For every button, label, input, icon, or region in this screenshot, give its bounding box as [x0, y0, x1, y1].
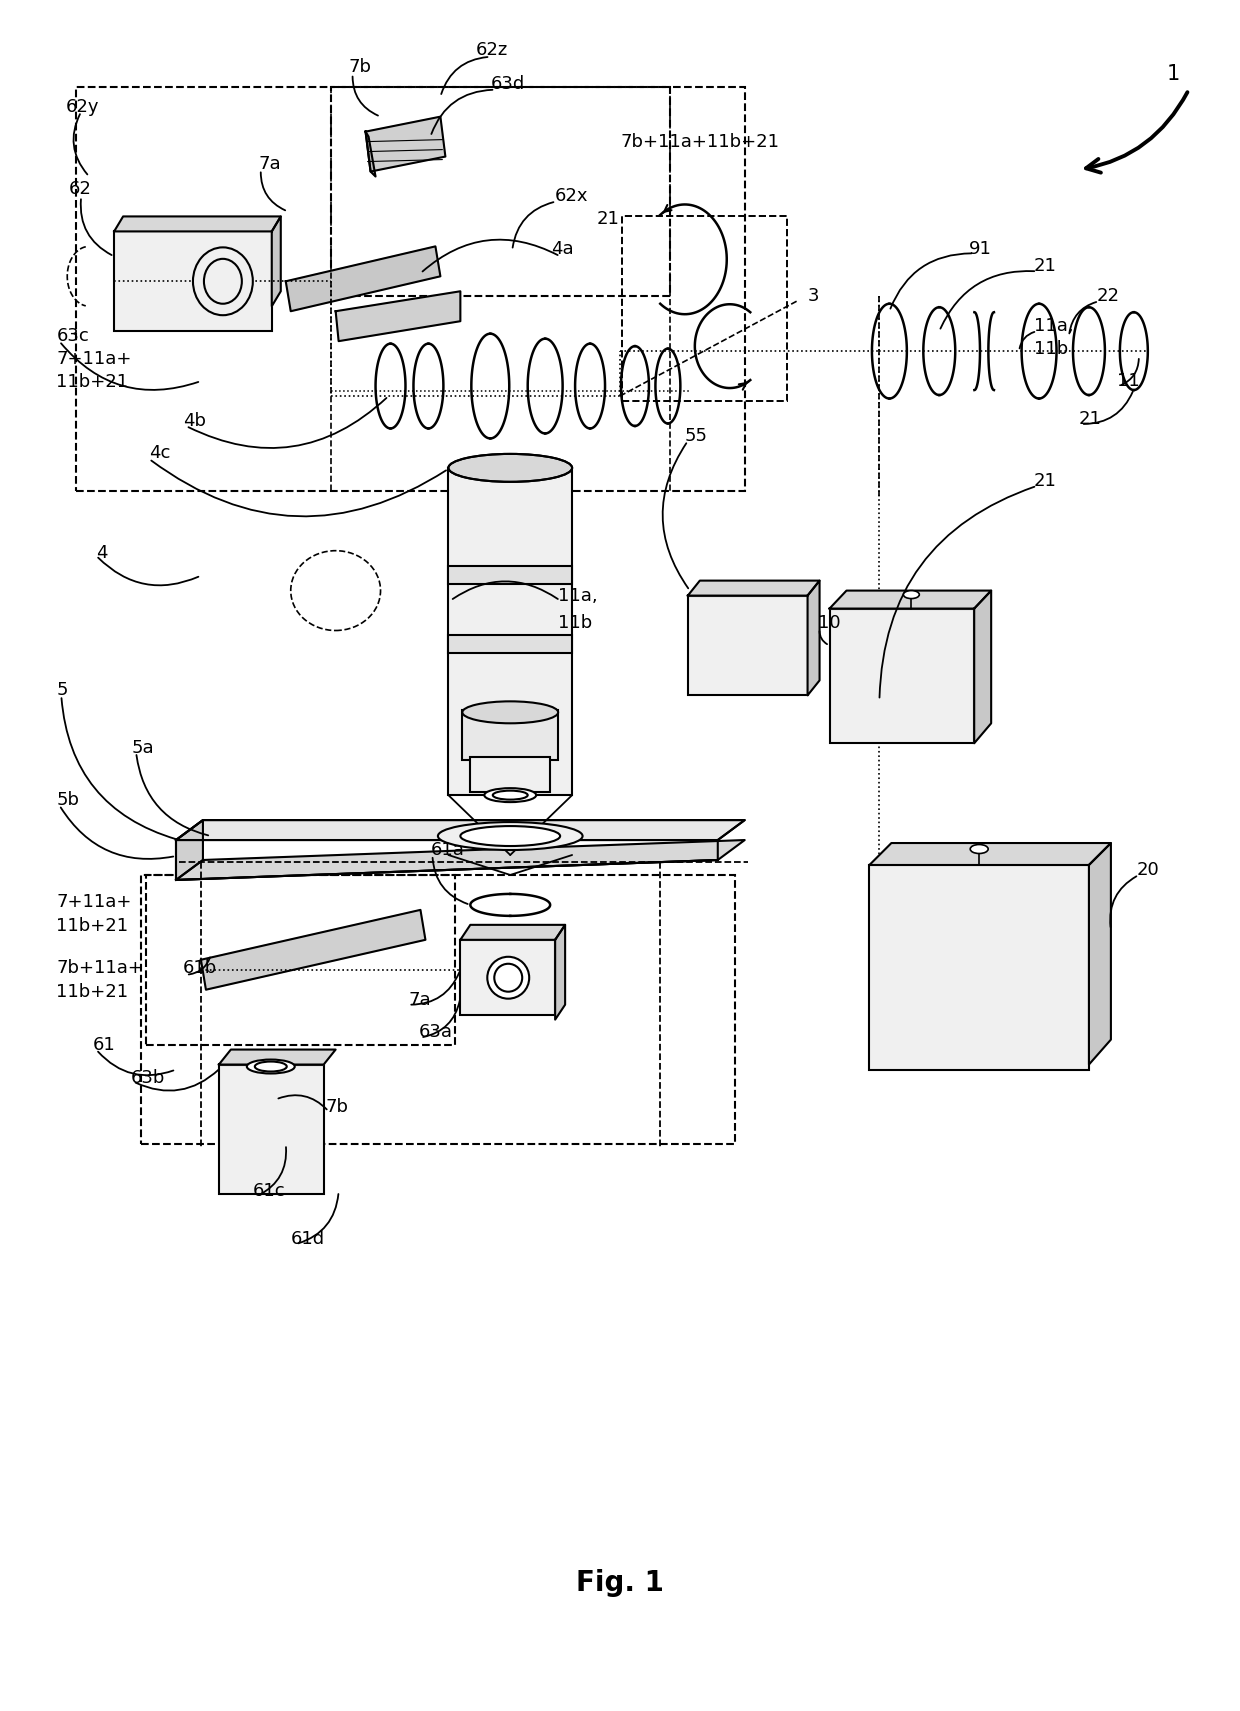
Text: 22: 22 [1097, 287, 1120, 305]
Text: 62x: 62x [556, 188, 589, 205]
Bar [114, 231, 272, 332]
Polygon shape [176, 840, 745, 879]
Bar [331, 87, 670, 296]
Text: 61a: 61a [430, 842, 464, 859]
Ellipse shape [254, 1061, 286, 1071]
Text: 21: 21 [1079, 411, 1102, 428]
Text: 7b: 7b [326, 1098, 348, 1117]
Polygon shape [556, 926, 565, 1020]
Text: 4: 4 [97, 544, 108, 561]
Ellipse shape [970, 845, 988, 854]
Ellipse shape [463, 702, 558, 724]
Ellipse shape [193, 248, 253, 315]
Polygon shape [201, 910, 425, 989]
Bar [449, 635, 572, 654]
Polygon shape [366, 116, 445, 171]
Text: 5b: 5b [56, 790, 79, 809]
Polygon shape [219, 1049, 336, 1064]
Text: 7a: 7a [408, 991, 432, 1009]
Bar [141, 874, 735, 1145]
Polygon shape [366, 132, 376, 176]
Text: 61b: 61b [184, 958, 217, 977]
Bar [470, 758, 551, 792]
Bar [463, 710, 558, 760]
Text: 10: 10 [817, 614, 841, 631]
Text: 55: 55 [684, 428, 708, 445]
Ellipse shape [438, 821, 583, 850]
Bar [449, 467, 572, 796]
Text: 11a,: 11a, [558, 587, 598, 604]
Text: 63c: 63c [56, 327, 89, 346]
Text: 4a: 4a [551, 240, 574, 258]
Ellipse shape [904, 590, 919, 599]
Text: 63d: 63d [490, 75, 525, 92]
Bar [460, 939, 556, 1015]
Text: 11b+21: 11b+21 [56, 917, 129, 934]
Ellipse shape [492, 790, 528, 799]
Text: 11a,: 11a, [1034, 317, 1074, 335]
Bar [830, 609, 975, 743]
Ellipse shape [203, 258, 242, 305]
Text: 62z: 62z [475, 41, 507, 58]
Bar [219, 1064, 324, 1194]
Text: 91: 91 [970, 240, 992, 258]
Text: 61: 61 [93, 1035, 115, 1054]
Text: Fig. 1: Fig. 1 [577, 1569, 663, 1598]
Text: 21: 21 [596, 210, 620, 229]
Ellipse shape [495, 963, 522, 992]
Text: 20: 20 [1137, 861, 1159, 879]
Text: 11b+21: 11b+21 [56, 982, 129, 1001]
Polygon shape [176, 820, 745, 840]
Text: 61c: 61c [253, 1182, 285, 1199]
Text: 4c: 4c [149, 443, 170, 462]
Polygon shape [336, 291, 460, 340]
Text: 62: 62 [69, 180, 92, 198]
Text: 63b: 63b [131, 1068, 165, 1086]
Ellipse shape [460, 826, 560, 845]
Text: 7b+11a+: 7b+11a+ [56, 958, 143, 977]
Text: 21: 21 [1034, 257, 1056, 275]
Text: 3: 3 [807, 287, 820, 305]
Text: 11b: 11b [558, 614, 593, 631]
Text: 5: 5 [56, 681, 68, 700]
Bar [688, 595, 807, 695]
Text: 4b: 4b [184, 412, 206, 429]
Bar [146, 874, 455, 1045]
Text: 11b+21: 11b+21 [56, 373, 129, 392]
Text: 5a: 5a [131, 739, 154, 758]
Text: 11b: 11b [1034, 340, 1069, 358]
Polygon shape [975, 590, 991, 743]
Text: 62y: 62y [66, 98, 99, 116]
Text: 7+11a+: 7+11a+ [56, 351, 131, 368]
Polygon shape [285, 246, 440, 311]
Polygon shape [114, 216, 280, 231]
Ellipse shape [449, 453, 572, 483]
Bar [869, 866, 1089, 1069]
Text: 1: 1 [1167, 63, 1180, 84]
Bar [449, 566, 572, 583]
Text: 11: 11 [1117, 371, 1140, 390]
Polygon shape [460, 926, 565, 939]
Ellipse shape [485, 789, 536, 802]
Polygon shape [869, 844, 1111, 866]
Text: 61d: 61d [290, 1230, 325, 1247]
Polygon shape [176, 820, 203, 879]
Polygon shape [272, 216, 280, 306]
Polygon shape [830, 590, 991, 609]
Text: 63a: 63a [418, 1023, 453, 1040]
Text: 7a: 7a [259, 154, 281, 173]
Text: 7b: 7b [348, 58, 372, 75]
Text: 21: 21 [1034, 472, 1056, 489]
Bar [622, 216, 786, 400]
Polygon shape [1089, 844, 1111, 1064]
Bar [76, 87, 745, 491]
Polygon shape [807, 580, 820, 695]
Text: 7b+11a+11b+21: 7b+11a+11b+21 [620, 133, 779, 151]
Text: 7+11a+: 7+11a+ [56, 893, 131, 910]
Ellipse shape [487, 956, 529, 999]
Ellipse shape [247, 1059, 295, 1073]
Polygon shape [688, 580, 820, 595]
